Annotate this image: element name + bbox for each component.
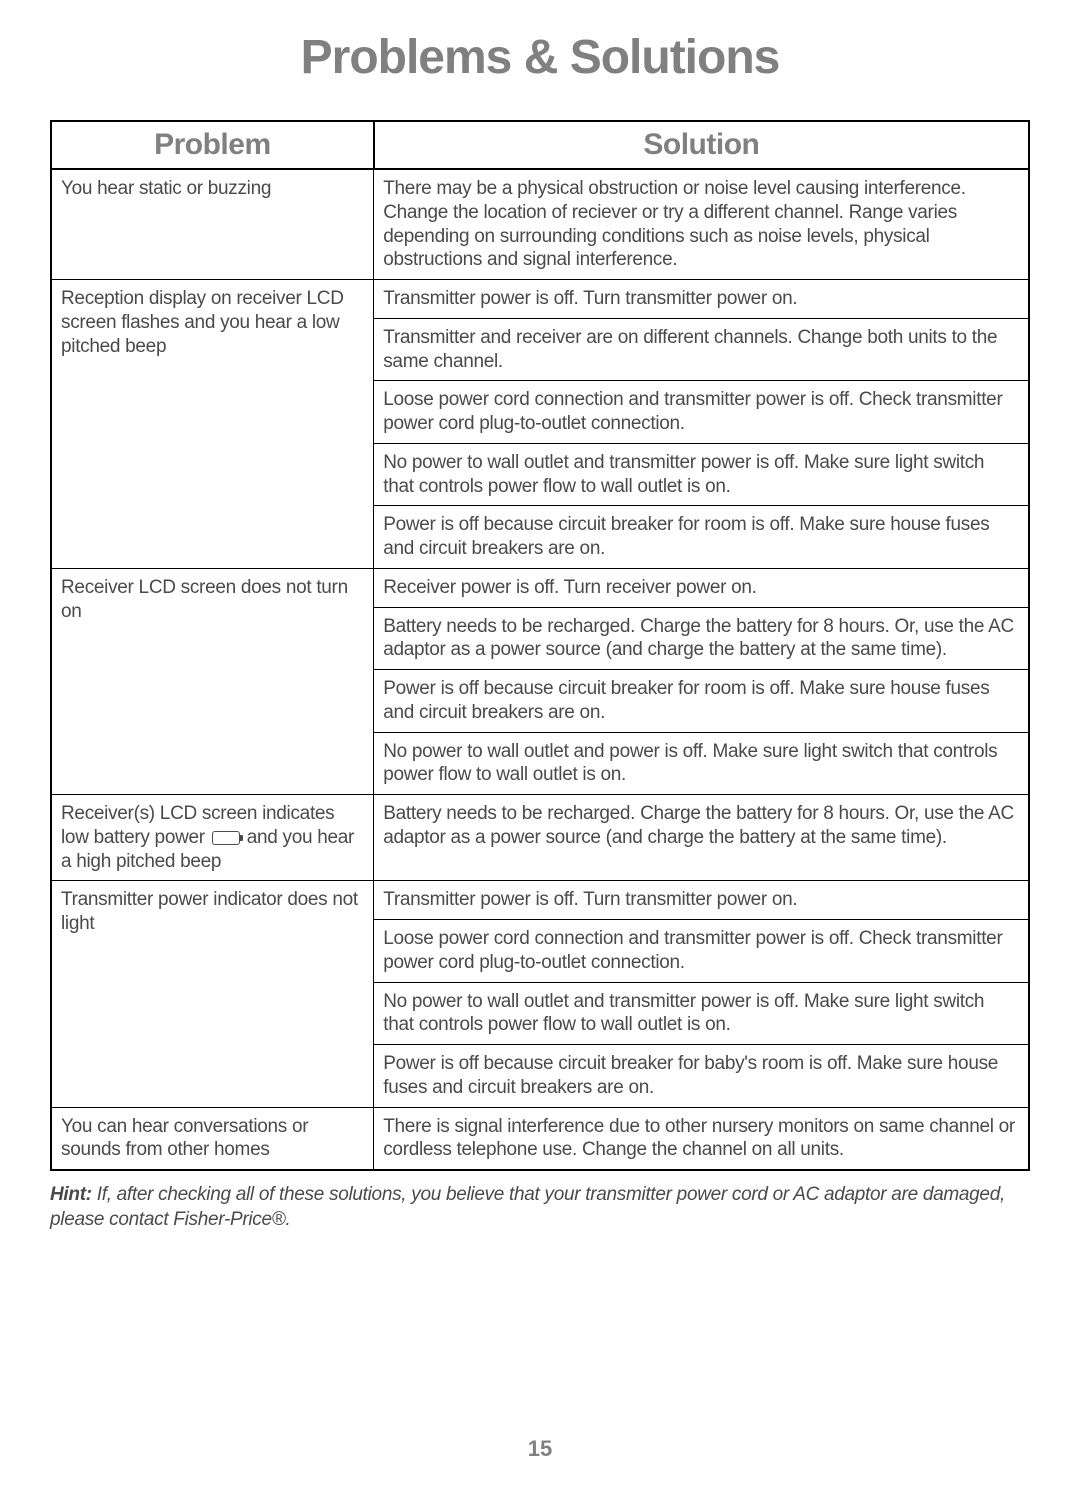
solution-header: Solution [374, 121, 1029, 169]
page-title: Problems & Solutions [50, 30, 1030, 85]
solution-cell: Power is off because circuit breaker for… [374, 506, 1029, 569]
problem-cell: Receiver(s) LCD screen indicates low bat… [51, 795, 374, 881]
table-row: Receiver LCD screen does not turn onRece… [51, 568, 1029, 607]
problem-cell: Reception display on receiver LCD screen… [51, 280, 374, 569]
solution-cell: Transmitter and receiver are on differen… [374, 318, 1029, 381]
solution-cell: Power is off because circuit breaker for… [374, 1045, 1029, 1108]
page-number: 15 [0, 1436, 1080, 1462]
problem-cell: You can hear conversations or sounds fro… [51, 1107, 374, 1170]
solution-cell: Power is off because circuit breaker for… [374, 670, 1029, 733]
problem-cell: You hear static or buzzing [51, 169, 374, 280]
solution-cell: No power to wall outlet and transmitter … [374, 443, 1029, 506]
solution-cell: Transmitter power is off. Turn transmitt… [374, 881, 1029, 920]
solution-cell: Loose power cord connection and transmit… [374, 381, 1029, 444]
battery-icon [212, 831, 240, 845]
problem-cell: Receiver LCD screen does not turn on [51, 568, 374, 794]
solution-cell: There may be a physical obstruction or n… [374, 169, 1029, 280]
problems-solutions-table: Problem Solution You hear static or buzz… [50, 120, 1030, 1171]
table-row: You hear static or buzzingThere may be a… [51, 169, 1029, 280]
solution-cell: Battery needs to be recharged. Charge th… [374, 795, 1029, 881]
solution-cell: There is signal interference due to othe… [374, 1107, 1029, 1170]
table-row: You can hear conversations or sounds fro… [51, 1107, 1029, 1170]
table-row: Receiver(s) LCD screen indicates low bat… [51, 795, 1029, 881]
hint-body: If, after checking all of these solution… [50, 1184, 1005, 1230]
table-row: Reception display on receiver LCD screen… [51, 280, 1029, 319]
solution-cell: No power to wall outlet and power is off… [374, 732, 1029, 795]
solution-cell: Battery needs to be recharged. Charge th… [374, 607, 1029, 670]
solution-cell: No power to wall outlet and transmitter … [374, 982, 1029, 1045]
hint-label: Hint: [50, 1184, 92, 1205]
problem-cell: Transmitter power indicator does not lig… [51, 881, 374, 1107]
solution-cell: Transmitter power is off. Turn transmitt… [374, 280, 1029, 319]
solution-cell: Loose power cord connection and transmit… [374, 920, 1029, 983]
table-row: Transmitter power indicator does not lig… [51, 881, 1029, 920]
solution-cell: Receiver power is off. Turn receiver pow… [374, 568, 1029, 607]
hint-text: Hint: If, after checking all of these so… [50, 1183, 1030, 1232]
problem-header: Problem [51, 121, 374, 169]
